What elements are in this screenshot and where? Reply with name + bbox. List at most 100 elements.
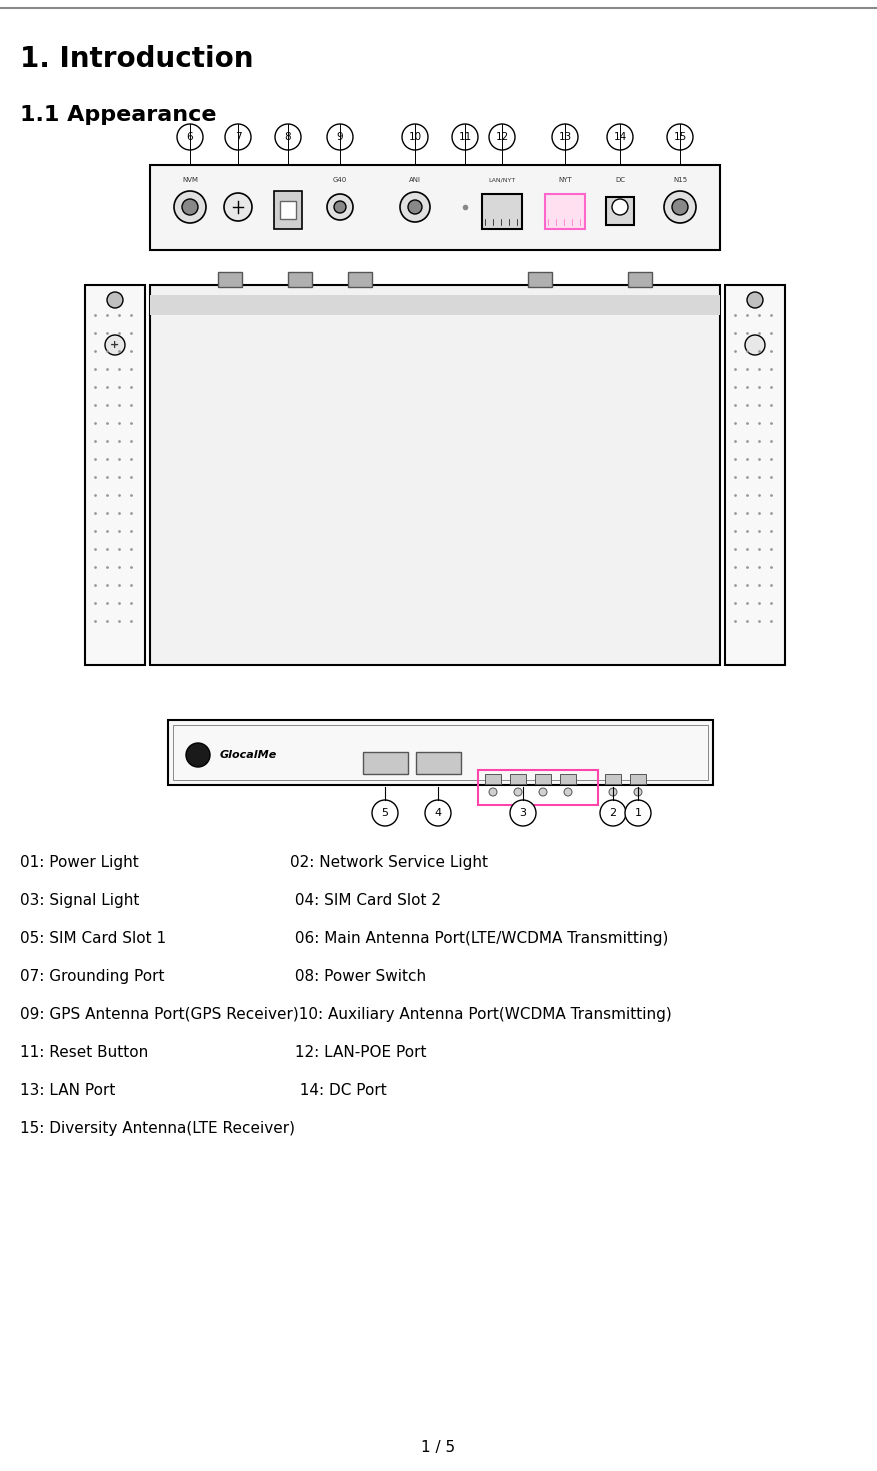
Text: 6: 6 <box>187 132 193 143</box>
Bar <box>288 272 312 287</box>
Bar <box>478 769 598 805</box>
Text: 1 / 5: 1 / 5 <box>421 1440 455 1455</box>
Text: GlocalMe: GlocalMe <box>220 750 277 761</box>
Text: 1: 1 <box>634 808 641 818</box>
Bar <box>85 285 145 665</box>
Bar <box>150 165 720 250</box>
Circle shape <box>107 293 123 307</box>
Text: NYT: NYT <box>558 177 572 182</box>
Bar <box>274 191 302 229</box>
Text: 3: 3 <box>519 808 526 818</box>
Bar <box>416 752 461 774</box>
Text: 09: GPS Antenna Port(GPS Receiver)10: Auxiliary Antenna Port(WCDMA Transmitting): 09: GPS Antenna Port(GPS Receiver)10: Au… <box>20 1008 672 1022</box>
Text: DC: DC <box>615 177 625 182</box>
Circle shape <box>452 124 478 150</box>
Bar <box>725 285 785 665</box>
Circle shape <box>607 124 633 150</box>
Bar <box>560 774 576 784</box>
Bar <box>482 194 522 229</box>
Circle shape <box>182 199 198 215</box>
Text: 12: 12 <box>496 132 509 143</box>
Text: NVM: NVM <box>182 177 198 182</box>
Text: 04: SIM Card Slot 2: 04: SIM Card Slot 2 <box>290 893 441 908</box>
Bar <box>606 197 634 225</box>
Text: ANI: ANI <box>409 177 421 182</box>
Bar <box>510 774 526 784</box>
Circle shape <box>625 800 651 827</box>
Circle shape <box>372 800 398 827</box>
Circle shape <box>667 124 693 150</box>
Circle shape <box>672 199 688 215</box>
Text: 13: 13 <box>559 132 572 143</box>
Text: 06: Main Antenna Port(LTE/WCDMA Transmitting): 06: Main Antenna Port(LTE/WCDMA Transmit… <box>290 931 668 946</box>
Text: 12: LAN-POE Port: 12: LAN-POE Port <box>290 1044 426 1061</box>
Bar <box>173 725 708 780</box>
Text: 03: Signal Light: 03: Signal Light <box>20 893 139 908</box>
Circle shape <box>612 199 628 215</box>
Text: 1. Introduction: 1. Introduction <box>20 46 253 74</box>
Circle shape <box>224 193 252 221</box>
Text: 07: Grounding Port: 07: Grounding Port <box>20 969 165 984</box>
Circle shape <box>177 124 203 150</box>
Circle shape <box>664 191 696 224</box>
Text: 5: 5 <box>381 808 389 818</box>
Bar <box>485 774 501 784</box>
Text: 1.1 Appearance: 1.1 Appearance <box>20 104 217 125</box>
Bar <box>545 194 585 229</box>
Circle shape <box>489 788 497 796</box>
Circle shape <box>747 293 763 307</box>
Text: 9: 9 <box>337 132 343 143</box>
Text: 14: DC Port: 14: DC Port <box>290 1083 387 1097</box>
Circle shape <box>539 788 547 796</box>
Circle shape <box>510 800 536 827</box>
Circle shape <box>634 788 642 796</box>
Text: 10: 10 <box>409 132 422 143</box>
Text: 13: LAN Port: 13: LAN Port <box>20 1083 116 1097</box>
Text: LAN/NYT: LAN/NYT <box>488 178 516 182</box>
Circle shape <box>105 335 125 355</box>
Text: N15: N15 <box>673 177 687 182</box>
Circle shape <box>552 124 578 150</box>
Circle shape <box>334 202 346 213</box>
Text: 11: Reset Button: 11: Reset Button <box>20 1044 148 1061</box>
Bar <box>348 272 372 287</box>
Circle shape <box>514 788 522 796</box>
Circle shape <box>425 800 451 827</box>
Bar <box>280 202 296 219</box>
Text: 7: 7 <box>235 132 241 143</box>
Bar <box>168 719 713 786</box>
Bar <box>218 272 242 287</box>
Text: 14: 14 <box>613 132 627 143</box>
Circle shape <box>609 788 617 796</box>
Bar <box>628 272 652 287</box>
Bar <box>605 774 621 784</box>
Circle shape <box>564 788 572 796</box>
Circle shape <box>402 124 428 150</box>
Text: 11: 11 <box>459 132 472 143</box>
Circle shape <box>408 200 422 213</box>
Circle shape <box>489 124 515 150</box>
Circle shape <box>600 800 626 827</box>
Circle shape <box>745 335 765 355</box>
Bar <box>150 296 720 315</box>
Bar <box>150 285 720 665</box>
Text: 01: Power Light: 01: Power Light <box>20 855 139 869</box>
Text: +: + <box>111 340 119 350</box>
Circle shape <box>400 193 430 222</box>
Circle shape <box>186 743 210 766</box>
Text: 4: 4 <box>434 808 441 818</box>
Text: 08: Power Switch: 08: Power Switch <box>290 969 426 984</box>
Text: 2: 2 <box>610 808 617 818</box>
Bar <box>630 774 646 784</box>
Circle shape <box>327 194 353 221</box>
Bar <box>535 774 551 784</box>
Text: G40: G40 <box>333 177 347 182</box>
Circle shape <box>174 191 206 224</box>
Text: 8: 8 <box>285 132 291 143</box>
Bar <box>528 272 552 287</box>
Text: 15: 15 <box>674 132 687 143</box>
Circle shape <box>225 124 251 150</box>
Text: 15: Diversity Antenna(LTE Receiver): 15: Diversity Antenna(LTE Receiver) <box>20 1121 295 1136</box>
Circle shape <box>327 124 353 150</box>
Text: 02: Network Service Light: 02: Network Service Light <box>290 855 488 869</box>
